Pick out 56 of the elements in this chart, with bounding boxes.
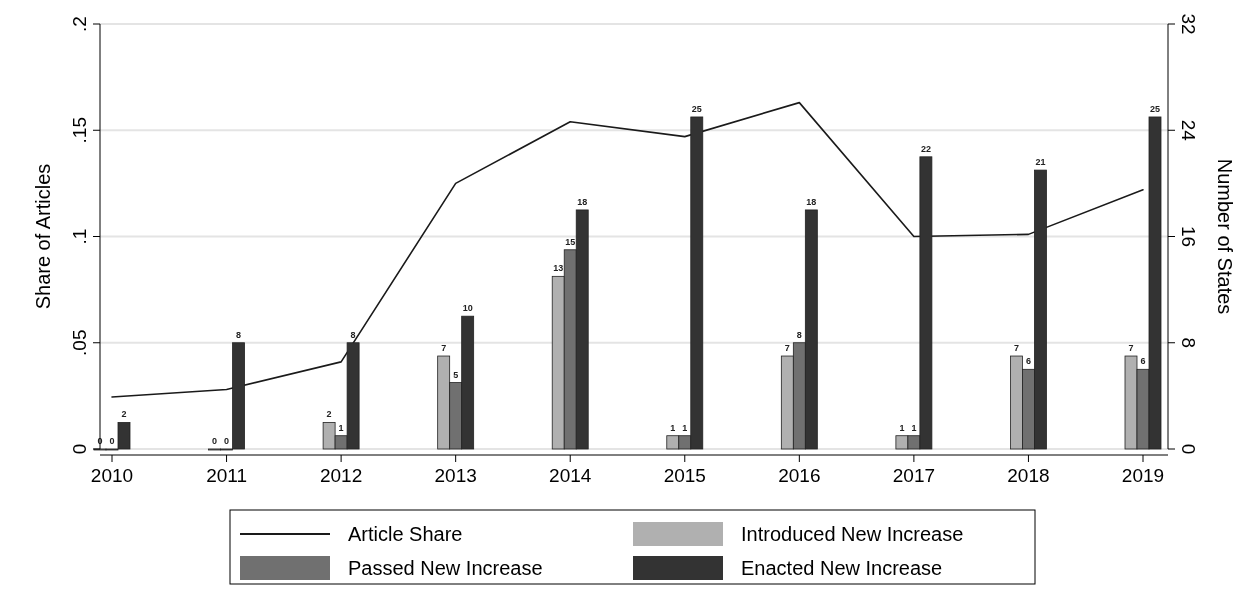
data-label: 1 — [682, 422, 688, 433]
y2-tick-label: 32 — [1178, 13, 1199, 35]
data-label: 0 — [97, 436, 103, 446]
y-tick-label: .2 — [69, 16, 90, 32]
x-tick-label: 2016 — [778, 465, 821, 486]
data-label: 0 — [224, 436, 230, 446]
y-tick-label: .05 — [69, 329, 90, 356]
data-label: 13 — [553, 263, 564, 274]
data-label: 15 — [565, 236, 576, 247]
legend-label: Article Share — [348, 523, 463, 545]
data-label: 7 — [1013, 343, 1019, 354]
x-tick-label: 2013 — [434, 465, 477, 486]
data-label: 6 — [1025, 356, 1031, 367]
legend-label: Enacted New Increase — [741, 557, 943, 579]
data-label: 7 — [784, 343, 790, 354]
x-tick-label: 2012 — [319, 465, 363, 486]
data-label: 1 — [899, 422, 905, 433]
legend-label: Passed New Increase — [348, 557, 543, 579]
data-label: 2 — [121, 409, 127, 420]
data-label: 8 — [350, 329, 356, 340]
x-tick-label: 2017 — [892, 465, 936, 486]
x-tick-label: 2014 — [549, 465, 592, 486]
data-label: 0 — [212, 436, 218, 446]
y2-tick-label: 8 — [1178, 337, 1199, 349]
x-tick-label: 2011 — [206, 465, 247, 486]
x-tick-label: 2018 — [1007, 465, 1050, 486]
data-label: 22 — [920, 143, 931, 154]
data-label: 7 — [1128, 343, 1134, 354]
data-label: 6 — [1140, 356, 1146, 367]
y-tick-label: .1 — [69, 228, 90, 245]
data-label: 1 — [670, 422, 676, 433]
x-tick-label: 2015 — [663, 465, 706, 486]
y2-tick-label: 16 — [1178, 225, 1199, 248]
data-label: 18 — [806, 196, 817, 207]
y2-axis-title: Number of States — [1214, 158, 1236, 315]
x-tick-label: 2019 — [1121, 465, 1165, 486]
data-label: 25 — [1149, 103, 1161, 114]
legend-label: Introduced New Increase — [741, 523, 964, 545]
y-axis-title: Share of Articles — [32, 163, 54, 310]
y2-tick-label: 0 — [1178, 443, 1199, 455]
x-tick-label: 2010 — [90, 465, 134, 486]
data-label: 1 — [338, 422, 344, 433]
data-label: 5 — [453, 369, 459, 380]
data-label: 1 — [911, 422, 917, 433]
data-label: 8 — [236, 329, 242, 340]
data-label: 18 — [577, 196, 588, 207]
data-label: 7 — [441, 343, 447, 354]
data-label: 8 — [796, 329, 802, 340]
data-label: 0 — [109, 436, 115, 446]
data-label: 2 — [326, 409, 332, 420]
data-label: 25 — [691, 103, 702, 114]
data-label: 21 — [1035, 157, 1046, 168]
y-tick-label: 0 — [69, 443, 90, 455]
y-tick-label: .15 — [69, 117, 90, 144]
data-label: 10 — [462, 303, 473, 314]
y2-tick-label: 24 — [1178, 119, 1199, 142]
